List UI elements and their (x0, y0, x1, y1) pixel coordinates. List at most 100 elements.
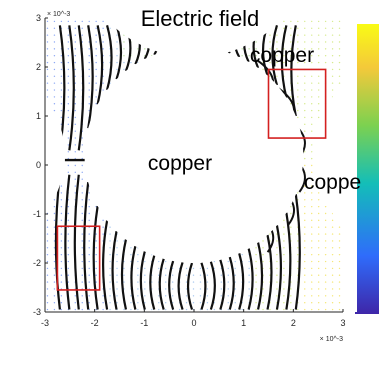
mesh-point (311, 171, 313, 174)
mesh-point (317, 212, 320, 215)
mesh-point (67, 164, 70, 167)
mesh-point (317, 41, 320, 43)
mesh-point (317, 27, 320, 29)
mesh-point (338, 308, 341, 311)
field-line (271, 25, 278, 86)
mesh-point (290, 27, 292, 29)
x-axis-exponent: × 10^-3 (320, 336, 343, 343)
mesh-point (317, 281, 320, 283)
mesh-point (317, 295, 320, 297)
mesh-point (283, 240, 285, 242)
mesh-point (304, 295, 306, 297)
mesh-point (95, 55, 97, 57)
mesh-point (297, 41, 299, 43)
mesh-point (116, 55, 118, 57)
mesh-point (130, 295, 132, 297)
mesh-point (67, 219, 70, 222)
mesh-point (276, 34, 278, 36)
mesh-point (88, 212, 90, 215)
mesh-point (283, 260, 285, 263)
mesh-point (67, 247, 70, 249)
mesh-point (269, 61, 271, 64)
mesh-point (297, 48, 299, 50)
mesh-point (227, 267, 229, 270)
mesh-point (95, 89, 97, 91)
mesh-point (74, 34, 76, 36)
mesh-point (324, 233, 327, 235)
mesh-point (102, 34, 104, 36)
field-line (149, 255, 156, 310)
mesh-point (338, 260, 341, 263)
mesh-point (102, 308, 104, 311)
mesh-point (116, 48, 118, 50)
field-line (77, 25, 85, 151)
mesh-point (255, 260, 257, 263)
mesh-point (60, 301, 63, 304)
mesh-point (290, 34, 292, 36)
field-line (256, 242, 264, 310)
mesh-point (81, 27, 83, 29)
mesh-point (276, 267, 278, 270)
mesh-point (324, 34, 327, 36)
mesh-point (60, 61, 63, 64)
mesh-point (311, 103, 313, 105)
mesh-point (171, 281, 174, 283)
mesh-point (276, 75, 278, 78)
mesh-point (304, 75, 306, 78)
mesh-point (95, 281, 97, 283)
mesh-point (60, 212, 63, 215)
mesh-point (67, 20, 70, 23)
mesh-point (331, 41, 334, 43)
mesh-point (137, 281, 139, 283)
mesh-point (74, 75, 76, 78)
mesh-point (116, 253, 118, 256)
y-tick-label: 1 (36, 111, 41, 121)
mesh-point (53, 199, 56, 201)
mesh-point (199, 301, 202, 304)
mesh-point (81, 205, 83, 208)
mesh-point (116, 260, 118, 263)
mesh-point (311, 41, 313, 43)
mesh-point (74, 68, 76, 71)
mesh-point (331, 233, 334, 235)
mesh-point (137, 48, 139, 50)
mesh-point (60, 308, 63, 311)
mesh-point (304, 116, 306, 119)
mesh-point (262, 240, 264, 242)
mesh-point (276, 288, 278, 290)
mesh-point (304, 233, 306, 235)
mesh-point (53, 226, 56, 228)
mesh-point (46, 55, 49, 57)
mesh-point (297, 103, 299, 105)
mesh-point (53, 82, 56, 84)
mesh-point (304, 253, 306, 256)
mesh-point (67, 103, 70, 105)
mesh-point (331, 27, 334, 29)
mesh-point (53, 281, 56, 283)
field-line (186, 262, 194, 310)
mesh-point (304, 212, 306, 215)
mesh-point (311, 240, 313, 242)
mesh-point (144, 260, 146, 263)
mesh-point (311, 96, 313, 98)
mesh-point (297, 233, 299, 235)
mesh-point (283, 20, 285, 23)
mesh-point (248, 288, 250, 290)
mesh-point (290, 295, 292, 297)
mesh-point (46, 295, 49, 297)
copper-region (105, 18, 283, 58)
field-line (96, 25, 104, 105)
mesh-point (88, 20, 90, 23)
mesh-point (304, 260, 306, 263)
mesh-point (331, 75, 334, 78)
field-line (294, 194, 301, 310)
mesh-point (338, 48, 341, 50)
mesh-point (338, 253, 341, 256)
mesh-point (123, 281, 125, 283)
mesh-point (297, 34, 299, 36)
mesh-point (158, 295, 160, 297)
mesh-point (283, 247, 285, 249)
mesh-point (137, 288, 139, 290)
mesh-point (234, 301, 236, 304)
mesh-point (95, 274, 97, 276)
